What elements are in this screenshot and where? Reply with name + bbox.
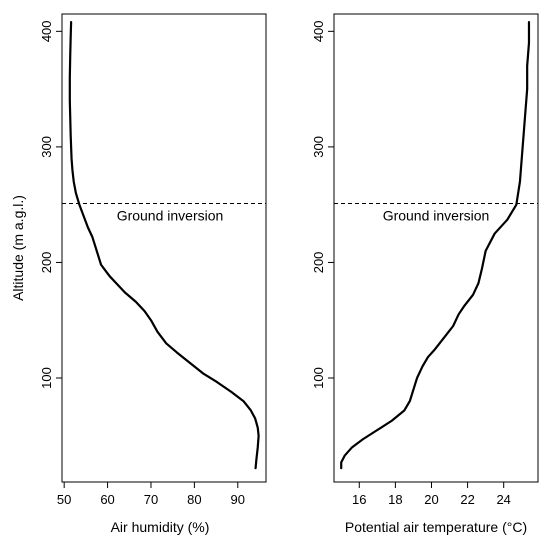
humidity-plot-frame: [61, 13, 267, 483]
temperature-profile-line: [340, 20, 531, 470]
humidity-inversion-label: Ground inversion: [117, 208, 224, 224]
humidity-x-tick-label: 90: [231, 492, 245, 507]
humidity-profile-line: [68, 20, 260, 470]
humidity-x-tick-label: 70: [144, 492, 158, 507]
humidity-y-tick-label: 300: [39, 136, 54, 158]
humidity-x-axis-title: Air humidity (%): [111, 519, 210, 535]
temperature-x-tick-label: 22: [460, 492, 474, 507]
temperature-y-tick-label: 200: [311, 252, 326, 274]
humidity-x-tick-label: 50: [57, 492, 71, 507]
temperature-x-tick-label: 20: [424, 492, 438, 507]
temperature-plot-frame: [333, 13, 539, 483]
temperature-y-tick-label: 300: [311, 136, 326, 158]
humidity-y-tick-label: 200: [39, 252, 54, 274]
temperature-ticks: 16 18 20 22 24 100 200 300 400: [311, 20, 511, 507]
temperature-inversion-label: Ground inversion: [383, 208, 490, 224]
temperature-y-tick-label: 400: [311, 20, 326, 42]
humidity-ticks: 50 60 70 80 90 100 200 300 400: [39, 20, 245, 507]
temperature-x-tick-label: 16: [352, 492, 366, 507]
humidity-y-tick-label: 400: [39, 20, 54, 42]
temperature-y-tick-label: 100: [311, 367, 326, 389]
temperature-x-tick-label: 18: [388, 492, 402, 507]
humidity-y-tick-label: 100: [39, 367, 54, 389]
temperature-x-tick-label: 24: [496, 492, 510, 507]
humidity-x-tick-label: 60: [100, 492, 114, 507]
temperature-x-axis-title: Potential air temperature (°C): [345, 519, 527, 535]
humidity-x-tick-label: 80: [187, 492, 201, 507]
altitude-y-axis-title: Altitude (m a.g.l.): [10, 195, 26, 301]
